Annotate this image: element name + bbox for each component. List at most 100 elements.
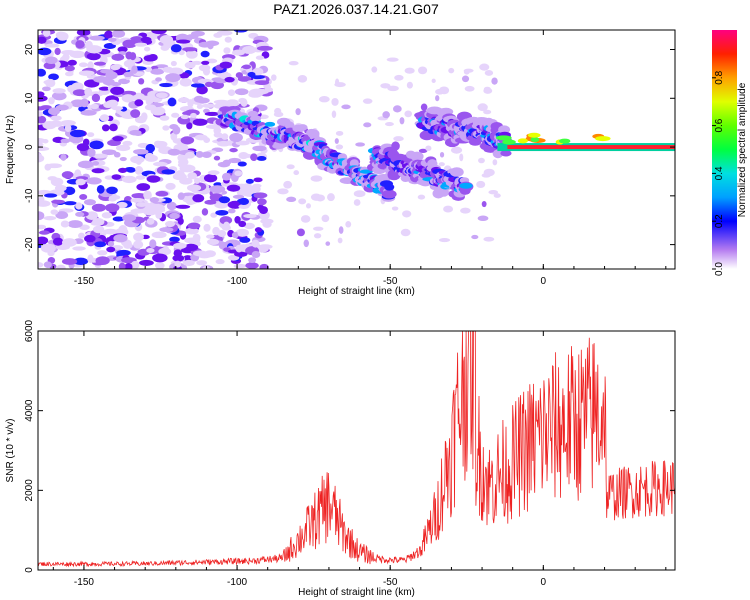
heatmap-cell (277, 188, 289, 195)
heatmap-cell (140, 36, 152, 43)
heatmap-cell (118, 78, 130, 85)
heatmap-cell (187, 172, 197, 180)
heatmap-cell (61, 238, 77, 247)
heatmap-cell (213, 32, 223, 38)
heatmap-cell (213, 155, 221, 161)
heatmap-cell (201, 208, 209, 216)
heatmap-cell (249, 115, 262, 122)
heatmap-cell (79, 193, 88, 200)
heatmap-cell (255, 55, 265, 60)
heatmap-cell (274, 107, 282, 115)
heatmap-cell (206, 234, 215, 239)
heatmap-cell (259, 263, 269, 269)
heatmap-cell (193, 177, 201, 184)
heatmap-cell (61, 171, 74, 179)
heatmap-cell (111, 174, 122, 180)
heatmap-cell (145, 143, 156, 153)
heatmap-cell (64, 124, 72, 133)
heatmap-cell (162, 66, 174, 73)
heatmap-cell (215, 209, 229, 216)
heatmap-cell (74, 169, 82, 177)
heatmap-cell (69, 129, 86, 138)
heatmap-cell (84, 87, 93, 97)
heatmap-cell (171, 112, 180, 118)
heatmap-cell (159, 227, 174, 233)
heatmap-cell (61, 258, 78, 265)
heatmap-cell (223, 47, 231, 54)
heatmap-cell (133, 148, 149, 155)
heatmap-cell (134, 99, 144, 107)
heatmap-cell (80, 98, 89, 108)
heatmap-cell (310, 175, 323, 182)
heatmap-cell (170, 60, 177, 67)
heatmap-cell (385, 122, 394, 127)
heatmap-cell (257, 198, 267, 206)
heatmap-cell (435, 95, 440, 102)
heatmap-cell (234, 88, 249, 96)
heatmap-cell (50, 115, 62, 121)
heatmap-cell (107, 37, 117, 42)
heatmap-cell (221, 172, 232, 181)
y-tick-label: -20 (24, 237, 35, 252)
heatmap-cell (111, 106, 124, 111)
heatmap-cell (38, 68, 47, 77)
heatmap-cell (38, 153, 43, 162)
heatmap-cell (85, 40, 93, 50)
heatmap-cell (84, 234, 96, 243)
heatmap-cell (264, 87, 274, 93)
heatmap-cell (99, 114, 110, 122)
heatmap-cell (129, 129, 142, 136)
heatmap-cell (130, 197, 145, 203)
heatmap-cell (116, 249, 131, 256)
y-tick-label: 10 (24, 92, 35, 104)
heatmap-cell (72, 89, 87, 97)
heatmap-cell (313, 226, 324, 231)
heatmap-cell (217, 140, 231, 147)
heatmap-cell (90, 103, 99, 110)
heatmap-cell (283, 180, 293, 189)
heatmap-cell (254, 227, 263, 233)
heatmap-cell (176, 39, 191, 44)
heatmap-cell (169, 212, 180, 220)
heatmap-cell (38, 146, 50, 151)
heatmap-cell (481, 173, 491, 178)
heatmap-cell (67, 85, 76, 93)
heatmap-cell (256, 155, 267, 161)
heatmap-cell (218, 196, 231, 204)
heatmap-cell (297, 124, 308, 131)
heatmap-cell (152, 253, 168, 263)
heatmap-cell (595, 136, 611, 142)
heatmap-cell (136, 202, 148, 207)
heatmap-cell (75, 178, 86, 186)
heatmap-cell (335, 144, 344, 150)
heatmap-cell (38, 36, 47, 44)
heatmap-cell (225, 100, 240, 107)
heatmap-cell (38, 236, 49, 245)
heatmap-cell (492, 149, 504, 159)
heatmap-cell (201, 103, 216, 108)
heatmap-cell (481, 201, 487, 208)
heatmap-cell (253, 192, 268, 199)
heatmap-cell (118, 262, 126, 269)
heatmap-cell (134, 42, 148, 47)
heatmap-cell (78, 62, 88, 68)
heatmap-cell (48, 107, 60, 116)
heatmap-cell (103, 43, 116, 50)
heatmap-cell (502, 139, 516, 145)
heatmap-cell (50, 177, 64, 187)
heatmap-cell (79, 224, 90, 231)
heatmap-cell (177, 192, 185, 200)
heatmap-cell (130, 155, 145, 164)
heatmap-cell (110, 86, 125, 95)
heatmap-cell (77, 160, 94, 169)
heatmap-cell (177, 217, 184, 225)
heatmap-cell (459, 153, 464, 162)
heatmap-cell (101, 124, 110, 132)
heatmap-cell (242, 64, 252, 70)
heatmap-cell (97, 250, 108, 256)
heatmap-cell (83, 199, 96, 206)
heatmap-cell (238, 197, 250, 206)
heatmap-cell (399, 117, 405, 125)
heatmap-cell (107, 99, 119, 108)
heatmap-cell (61, 50, 77, 55)
